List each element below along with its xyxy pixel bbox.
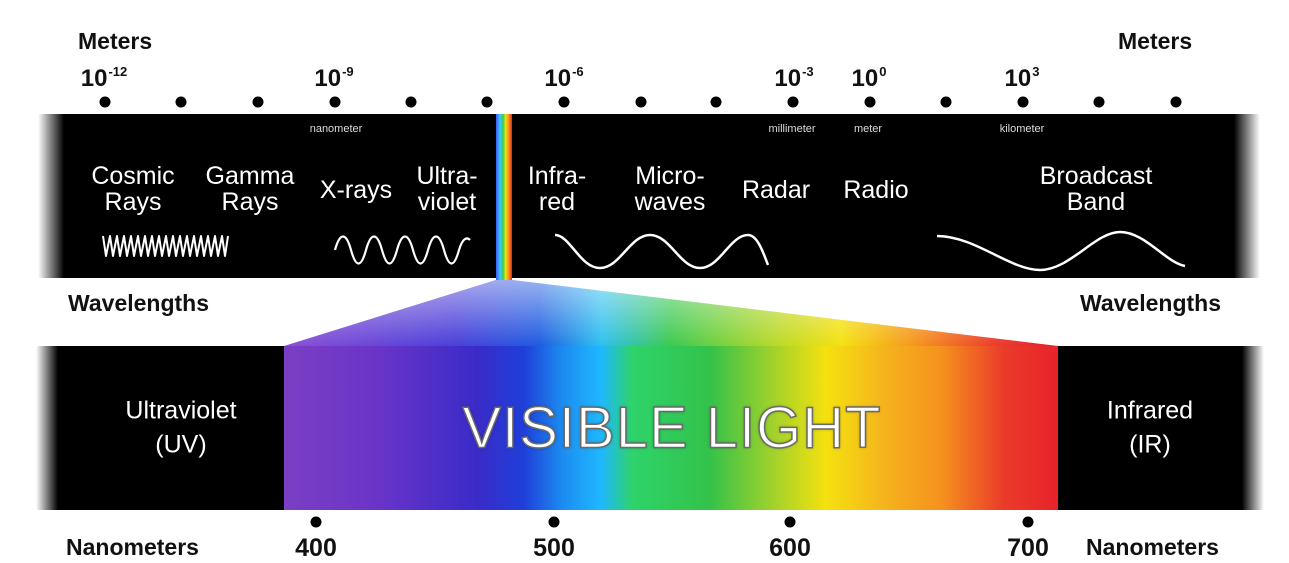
wave-broadcast	[936, 230, 1186, 272]
unit-meter: meter	[853, 123, 883, 135]
unit-kilometer: kilometer	[999, 123, 1045, 135]
exponent-label: 10-12	[80, 64, 128, 92]
visible-stripe	[496, 114, 512, 280]
wave-cosmic	[102, 235, 229, 257]
unit-millimeter: millimeter	[768, 123, 816, 135]
region-gamma-rays: Gamma Rays	[205, 162, 295, 217]
wavelengths-label-right: Wavelengths	[1080, 290, 1222, 316]
nm-tick-dot	[784, 516, 796, 528]
scale-dot	[558, 96, 570, 108]
unit-nanometer: nanometer	[309, 123, 363, 135]
scale-dot	[787, 96, 799, 108]
scale-dot	[1170, 96, 1182, 108]
nm-tick-dot	[548, 516, 560, 528]
nm-tick-dot	[1022, 516, 1034, 528]
exponent-label: 10-9	[314, 64, 354, 92]
wave-xray	[333, 235, 471, 265]
scale-dot	[99, 96, 111, 108]
region-microwaves: Micro-waves	[634, 162, 706, 217]
scale-dot	[635, 96, 647, 108]
infrared-ir-label: Infrared (IR)	[1106, 396, 1194, 458]
wavelengths-label-left: Wavelengths	[68, 290, 210, 316]
nm-tick-label: 600	[769, 534, 811, 562]
region-x-rays: X-rays	[319, 176, 393, 204]
spectrum-band	[38, 114, 1260, 278]
exponent-label: 103	[1004, 64, 1040, 92]
scale-dot	[710, 96, 722, 108]
region-radio: Radio	[843, 176, 909, 204]
scale-dot	[329, 96, 341, 108]
region-radar: Radar	[741, 176, 811, 204]
region-infrared: Infra-red	[527, 162, 587, 217]
region-cosmic-rays: Cosmic Rays	[91, 162, 175, 217]
meters-label-right: Meters	[1118, 28, 1193, 54]
scale-dot	[1093, 96, 1105, 108]
scale-dot	[175, 96, 187, 108]
ultraviolet-uv-label: Ultraviolet (UV)	[125, 396, 237, 458]
scale-dot	[252, 96, 264, 108]
meters-label-left: Meters	[78, 28, 153, 54]
visible-spectrum-overlay	[284, 346, 1058, 510]
nm-tick-label: 400	[295, 534, 337, 562]
exponent-label: 10-3	[774, 64, 814, 92]
nm-tick-dot	[310, 516, 322, 528]
scale-dot	[405, 96, 417, 108]
scale-dot	[1017, 96, 1029, 108]
nanometers-label-left: Nanometers	[66, 534, 199, 560]
exponent-label: 100	[851, 64, 887, 92]
exponent-label: 10-6	[544, 64, 584, 92]
visible-light-title: VISIBLE LIGHT	[462, 395, 882, 462]
scale-dot	[481, 96, 493, 108]
region-ultraviolet: Ultra-violet	[416, 162, 478, 217]
scale-dot	[940, 96, 952, 108]
scale-dot	[864, 96, 876, 108]
wave-microwave	[554, 233, 770, 270]
nm-tick-label: 700	[1007, 534, 1049, 562]
nm-tick-label: 500	[533, 534, 575, 562]
nanometers-label-right: Nanometers	[1086, 534, 1219, 560]
region-broadcast-band: Broadcast Band	[1039, 162, 1153, 217]
